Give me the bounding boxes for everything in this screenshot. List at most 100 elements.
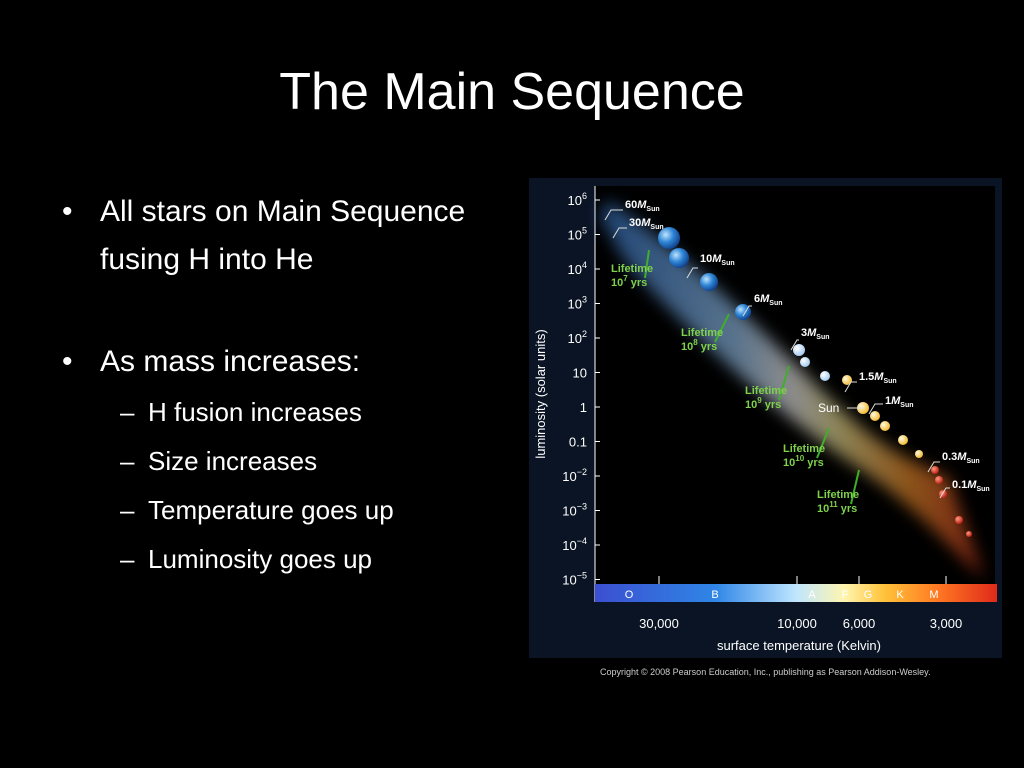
x-tick-label: 6,000 (843, 616, 876, 631)
dash-glyph: – (120, 544, 135, 574)
lifetime-value: 108 yrs (681, 338, 717, 353)
y-tick-label: 10 (573, 366, 587, 381)
main-sequence-band (599, 200, 984, 578)
dash-glyph: – (120, 397, 135, 427)
spectral-class-label: B (711, 589, 718, 601)
x-tick-label: 10,000 (777, 616, 817, 631)
x-tick-label: 30,000 (639, 616, 679, 631)
lifetime-value: 107 yrs (611, 274, 647, 289)
star-marker (966, 531, 972, 537)
mass-pointer-line (927, 461, 940, 473)
sub-bullet-item: – H fusion increases (120, 388, 498, 437)
sub-bullet-text: Luminosity goes up (148, 544, 373, 574)
slide-title: The Main Sequence (279, 63, 745, 121)
sub-bullet-item: – Size increases (120, 437, 498, 486)
star-marker (735, 304, 751, 320)
spectral-class-label: K (896, 589, 904, 601)
sub-bullet-item: – Luminosity goes up (120, 535, 498, 584)
star-marker (955, 516, 963, 524)
lifetime-word: Lifetime (745, 385, 787, 397)
bullet-text: As mass increases: (100, 345, 361, 378)
y-tick-label: 10−5 (562, 571, 587, 588)
y-tick-label: 105 (568, 226, 587, 243)
mass-pointer-line (604, 209, 623, 221)
star-marker (658, 227, 680, 249)
copyright-notice: Copyright © 2008 Pearson Education, Inc.… (600, 667, 931, 677)
lifetime-pointer-line (850, 469, 860, 505)
mass-label: 1.5MSun (859, 371, 897, 385)
bullet-item: • All stars on Main Sequence fusing H in… (58, 188, 498, 284)
y-tick-label: 103 (568, 295, 587, 312)
spectral-class-label: A (808, 589, 816, 601)
mass-pointer-line (612, 227, 627, 239)
mass-pointer-line (686, 267, 698, 279)
lifetime-pointer-line (714, 313, 730, 343)
y-tick-label: 102 (568, 329, 587, 346)
bullet-list: • All stars on Main Sequence fusing H in… (58, 188, 498, 584)
star-marker (793, 344, 805, 356)
lifetime-word: Lifetime (783, 443, 825, 455)
sub-bullet-list: – H fusion increases – Size increases – Tem… (100, 388, 498, 584)
star-marker (880, 421, 890, 431)
y-tick-label: 1 (580, 400, 587, 415)
y-tick-label: 10−2 (562, 467, 587, 484)
y-tick-label: 106 (568, 191, 587, 208)
sub-bullet-text: H fusion increases (148, 397, 362, 427)
mass-pointer-line (939, 487, 950, 499)
mass-pointer-line (790, 339, 799, 351)
lifetime-value: 1011 yrs (817, 500, 857, 515)
star-marker (842, 375, 852, 385)
star-marker (820, 371, 830, 381)
mass-label: 30MSun (629, 217, 664, 231)
y-tick-label: 10−4 (562, 536, 587, 553)
mass-label: 3MSun (801, 327, 830, 341)
lifetime-word: Lifetime (817, 489, 859, 501)
x-axis-title: surface temperature (Kelvin) (717, 638, 881, 653)
star-marker (898, 435, 908, 445)
star-marker (800, 357, 810, 367)
bullet-glyph: • (62, 195, 73, 228)
dash-glyph: – (120, 446, 135, 476)
dash-glyph: – (120, 495, 135, 525)
mass-label: 10MSun (700, 253, 735, 267)
sub-bullet-text: Size increases (148, 446, 318, 476)
star-marker (870, 411, 880, 421)
x-tick-label: 3,000 (930, 616, 963, 631)
sub-bullet-text: Temperature goes up (148, 495, 394, 525)
hr-diagram-svg: luminosity (solar units) 106 105 104 103 102… (529, 178, 1002, 658)
lifetime-pointer-line (778, 365, 790, 401)
mass-pointer-line (742, 305, 752, 317)
y-axis-title: luminosity (solar units) (533, 329, 548, 458)
mass-pointer-line (868, 403, 883, 415)
bullet-glyph: • (62, 345, 73, 378)
mass-pointer-line (844, 381, 857, 393)
x-tick-group: 30,000 10,000 6,000 3,000 (639, 576, 962, 631)
star-marker (700, 273, 718, 291)
spectral-class-label: O (625, 589, 634, 601)
y-tick-label: 0.1 (569, 435, 587, 450)
y-tick-label: 104 (568, 260, 587, 277)
lifetime-pointer-line (816, 427, 830, 459)
mass-label: 60MSun (625, 199, 660, 213)
hr-diagram: luminosity (solar units) 106 105 104 103 102… (529, 178, 1002, 658)
mass-label: 0.1MSun (952, 479, 990, 493)
mass-label: 1MSun (885, 395, 914, 409)
spectral-class-bar (595, 584, 997, 602)
lifetime-pointer-line (644, 249, 650, 279)
lifetime-word: Lifetime (611, 263, 653, 275)
lifetime-value: 1010 yrs (783, 454, 824, 469)
spectral-class-label: G (864, 589, 873, 601)
star-marker (931, 466, 939, 474)
mass-label: 0.3MSun (942, 451, 980, 465)
mass-label-group: 60MSun 30MSun 10MSun 6MSun 3MSun 1.5MSun 1MSun… (604, 199, 990, 499)
sub-bullet-item: – Temperature goes up (120, 486, 498, 535)
star-group (658, 227, 972, 537)
star-marker (935, 476, 943, 484)
spectral-class-label: F (842, 589, 849, 601)
sun-label: Sun (818, 401, 839, 415)
lifetime-value: 109 yrs (745, 396, 781, 411)
star-marker (915, 450, 923, 458)
